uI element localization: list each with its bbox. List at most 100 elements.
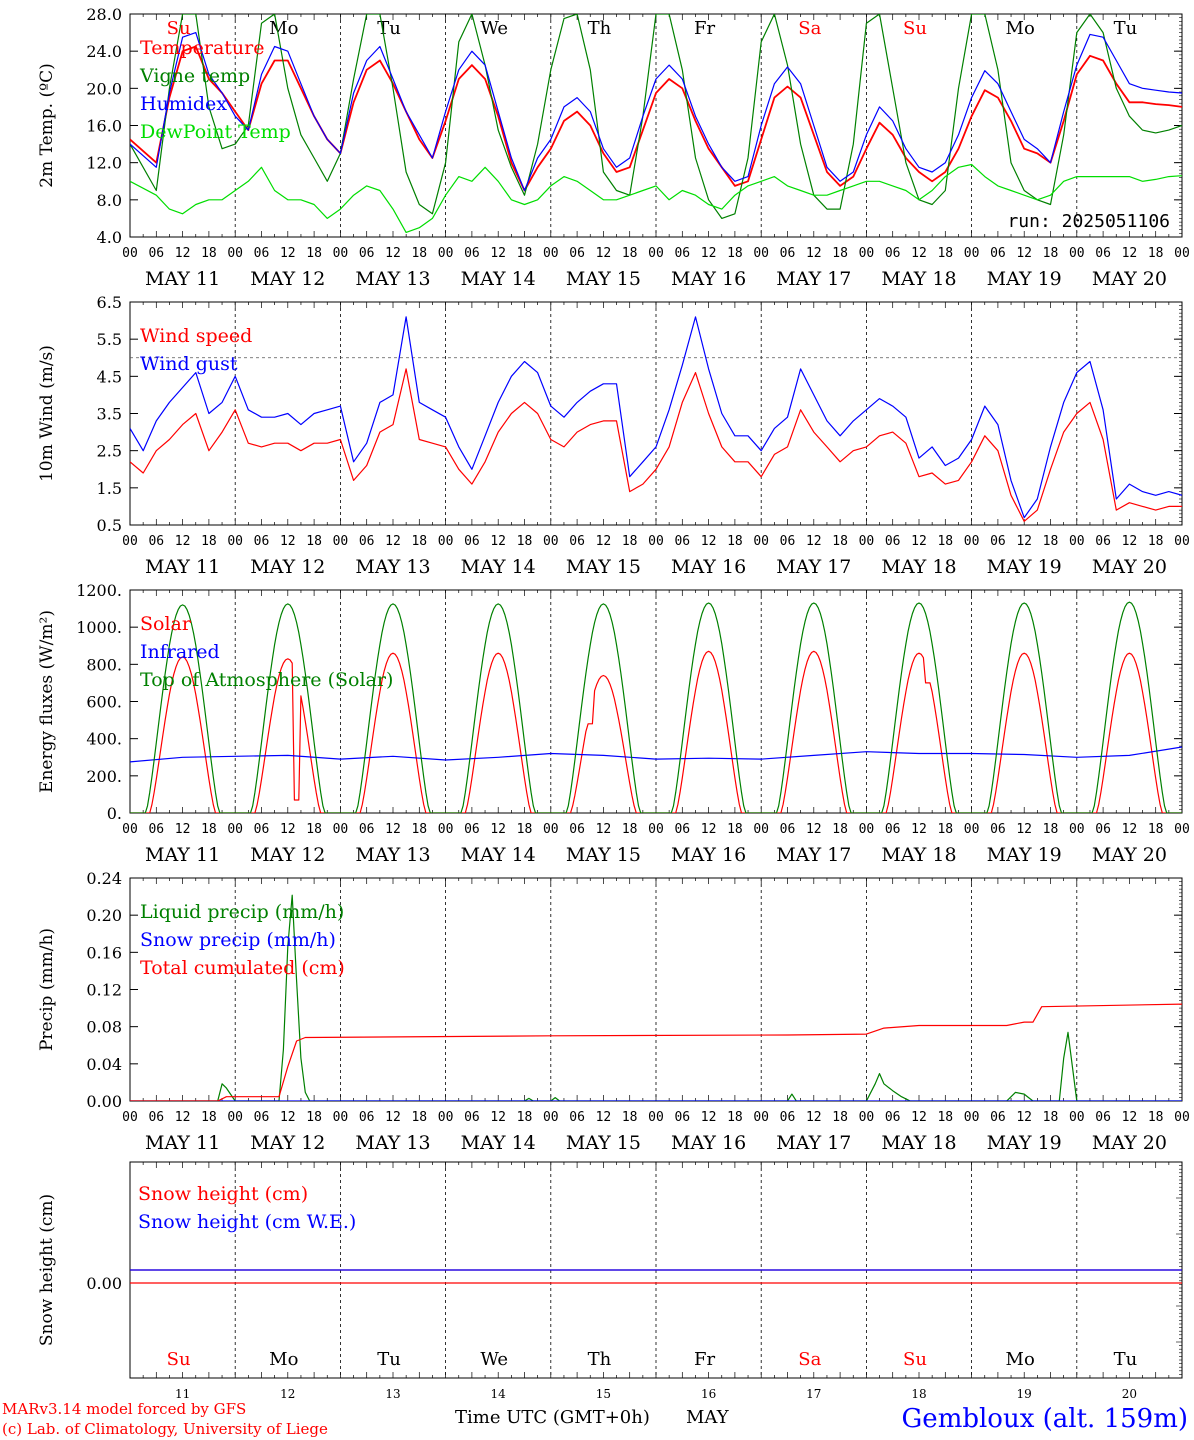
- hour-label: 12: [490, 534, 506, 549]
- hour-label: 12: [1016, 1110, 1032, 1125]
- hour-label: 18: [201, 534, 217, 549]
- hour-label: 00: [333, 1110, 349, 1125]
- hour-label: 00: [543, 246, 559, 261]
- legend-entry: Vigne temp: [139, 65, 250, 87]
- legend-entry: Solar: [140, 613, 192, 635]
- date-label: MAY 11: [145, 556, 220, 578]
- hour-label: 00: [964, 534, 980, 549]
- hour-label: 18: [1148, 822, 1164, 837]
- date-label: MAY 13: [355, 556, 430, 578]
- weekday-label: Mo: [269, 18, 298, 39]
- y-tick-label: 20.0: [86, 79, 122, 98]
- legend-entry: Snow height (cm): [138, 1183, 308, 1205]
- hour-label: 18: [1043, 534, 1059, 549]
- hour-label: 12: [1016, 534, 1032, 549]
- hour-label: 12: [911, 534, 927, 549]
- y-tick-label: 0.16: [86, 943, 122, 962]
- hour-label: 06: [674, 1110, 690, 1125]
- y-tick-label: 0.08: [86, 1018, 122, 1037]
- hour-label: 00: [227, 534, 243, 549]
- hour-label: 18: [517, 246, 533, 261]
- hour-label: 18: [306, 822, 322, 837]
- date-label: MAY 14: [461, 268, 536, 290]
- date-label: MAY 17: [776, 268, 851, 290]
- weekday-label: We: [480, 18, 508, 39]
- hour-label: 06: [148, 246, 164, 261]
- hour-label: 12: [806, 1110, 822, 1125]
- y-tick-label: 0.: [107, 804, 122, 823]
- hour-label: 12: [911, 822, 927, 837]
- hour-label: 12: [385, 1110, 401, 1125]
- hour-label: 12: [385, 534, 401, 549]
- legend-entry: Snow precip (mm/h): [140, 929, 336, 951]
- hour-label: 06: [885, 534, 901, 549]
- hour-label: 06: [464, 534, 480, 549]
- date-label: MAY 12: [250, 1132, 325, 1154]
- hour-label: 00: [543, 1110, 559, 1125]
- hour-label: 12: [701, 1110, 717, 1125]
- hour-label: 00: [964, 246, 980, 261]
- series-liquid-precip-mm-h: [130, 894, 1182, 1101]
- weekday-label: Su: [167, 1349, 191, 1370]
- date-label: MAY 13: [355, 268, 430, 290]
- hour-label: 12: [280, 1110, 296, 1125]
- weekday-label: Th: [588, 1349, 612, 1370]
- hour-label: 18: [1148, 246, 1164, 261]
- hour-label: 00: [438, 822, 454, 837]
- hour-label: 06: [254, 246, 270, 261]
- day-number: 11: [175, 1387, 190, 1401]
- legend-entry: Total cumulated (cm): [140, 957, 345, 979]
- hour-label: 18: [727, 1110, 743, 1125]
- hour-label: 00: [1174, 822, 1190, 837]
- hour-label: 06: [359, 534, 375, 549]
- hour-label: 12: [806, 534, 822, 549]
- series-vigne-temp: [130, 14, 1182, 219]
- series-wind-speed: [130, 368, 1182, 522]
- series-dewpoint-temp: [130, 163, 1182, 233]
- date-label: MAY 17: [776, 1132, 851, 1154]
- hour-label: 12: [490, 822, 506, 837]
- hour-label: 00: [859, 534, 875, 549]
- hour-label: 12: [1122, 1110, 1138, 1125]
- hour-label: 00: [227, 822, 243, 837]
- date-label: MAY 11: [145, 844, 220, 866]
- day-number: 16: [701, 1387, 716, 1401]
- hour-label: 12: [596, 534, 612, 549]
- y-axis-label: 10m Wind (m/s): [37, 345, 57, 482]
- hour-label: 00: [1174, 246, 1190, 261]
- y-tick-label: 8.0: [97, 191, 122, 210]
- hour-label: 18: [937, 1110, 953, 1125]
- hour-label: 18: [622, 246, 638, 261]
- date-label: MAY 11: [145, 268, 220, 290]
- y-axis-label: Snow height (cm): [37, 1194, 57, 1346]
- y-axis-label: 2m Temp. (ºC): [37, 63, 57, 188]
- hour-label: 18: [411, 1110, 427, 1125]
- series-solar: [130, 650, 1182, 813]
- series-top-of-atmosphere-solar: [130, 601, 1182, 813]
- hour-label: 00: [753, 822, 769, 837]
- hour-label: 00: [1174, 1110, 1190, 1125]
- hour-label: 06: [359, 246, 375, 261]
- hour-label: 00: [648, 1110, 664, 1125]
- date-label: MAY 15: [566, 556, 641, 578]
- date-label: MAY 19: [987, 556, 1062, 578]
- hour-label: 06: [148, 534, 164, 549]
- date-label: MAY 20: [1092, 556, 1167, 578]
- hour-label: 06: [569, 246, 585, 261]
- hour-label: 06: [1095, 822, 1111, 837]
- date-label: MAY 20: [1092, 844, 1167, 866]
- hour-label: 06: [569, 534, 585, 549]
- hour-label: 06: [780, 534, 796, 549]
- hour-label: 06: [885, 246, 901, 261]
- hour-label: 00: [1069, 822, 1085, 837]
- weekday-label: Fr: [694, 1349, 715, 1370]
- hour-label: 00: [1069, 534, 1085, 549]
- hour-label: 18: [1148, 1110, 1164, 1125]
- hour-label: 12: [175, 534, 191, 549]
- hour-label: 00: [543, 822, 559, 837]
- date-label: MAY 18: [881, 1132, 956, 1154]
- series-infrared: [130, 746, 1182, 763]
- weekday-label: Mo: [269, 1349, 298, 1370]
- hour-label: 12: [175, 246, 191, 261]
